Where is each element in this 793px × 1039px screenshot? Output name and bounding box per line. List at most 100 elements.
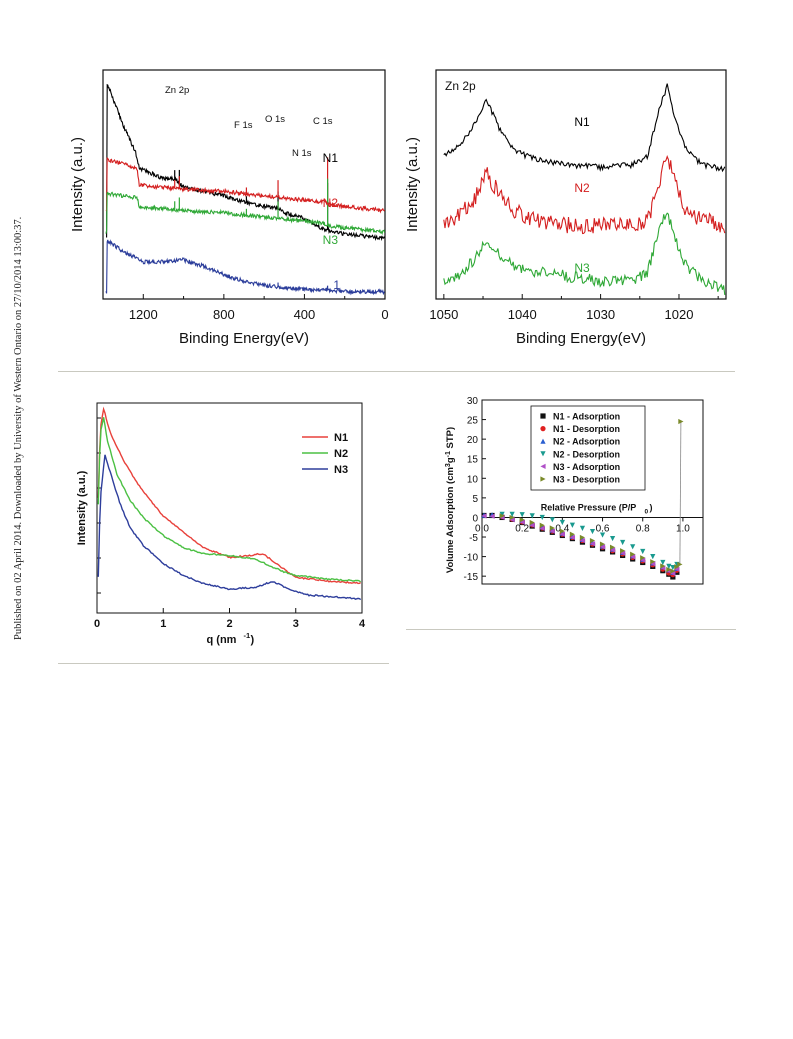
data-point (674, 566, 680, 572)
data-point (539, 525, 545, 532)
peak-annotation: O 1s (265, 114, 285, 125)
legend-label: N2 - Adsorption (553, 437, 620, 447)
data-point (519, 519, 525, 525)
data-point (540, 426, 546, 432)
y-axis-label: Intensity (a.u.) (404, 137, 421, 232)
y-tick-label: -15 (464, 572, 479, 583)
legend-label: N2 (334, 448, 348, 460)
legend-label: N1 - Desorption (553, 424, 620, 434)
data-point (630, 551, 636, 557)
data-point (579, 537, 586, 544)
legend-label: N2 - Desorption (553, 449, 620, 459)
x-tick-label: 2 (226, 618, 232, 630)
data-point (670, 570, 676, 577)
y-axis-label: Volume Adsorption (cm3g-1 STP) (445, 427, 456, 573)
zn2p-chart: 1050 1040 1030 1020 Binding Energy(eV) Intens… (404, 69, 727, 347)
data-point (539, 514, 545, 521)
y-tick-label: 30 (467, 396, 479, 407)
data-point (499, 513, 505, 519)
data-point (660, 565, 666, 571)
x-axis-label: Relative Pressure (P/P (541, 502, 637, 512)
series-line (105, 239, 386, 296)
data-point (569, 534, 576, 541)
data-point (549, 517, 555, 523)
series-line (443, 212, 726, 295)
data-point (540, 438, 546, 444)
data-point (549, 528, 555, 534)
y-axis-label: Intensity (a.u.) (69, 137, 86, 232)
publication-side-note: Published on 02 April 2014. Downloaded b… (10, 200, 24, 640)
y-tick-label: 20 (467, 435, 479, 446)
series-label: N2 (323, 196, 339, 210)
x-tick-label: 1200 (129, 307, 158, 322)
y-tick-label: 25 (467, 416, 479, 427)
data-point (539, 522, 545, 528)
data-point (650, 561, 656, 567)
peak-annotation: Zn 2p (165, 85, 189, 96)
desorption-jump (679, 421, 682, 565)
series-line (106, 83, 386, 242)
x-tick-label: 1020 (665, 307, 694, 322)
data-point (650, 559, 656, 565)
data-point (529, 522, 535, 528)
data-point (678, 418, 684, 425)
xps-survey-chart: 1200 800 400 0 Binding Energy(eV) Intensity (… (69, 69, 389, 347)
publication-side-note-text: Published on 02 April 2014. Downloaded b… (13, 216, 24, 640)
data-point (660, 563, 666, 569)
data-point (630, 553, 636, 560)
x-tick-label: 0 (94, 618, 100, 630)
legend-box (530, 405, 646, 491)
zn2p-panel: 1050 1040 1030 1020 Binding Energy(eV) Intens… (404, 62, 734, 352)
saxs-chart: 0 1 2 3 4 q (nm -1) Intensity (a.u.) N1 N2 N3 (76, 402, 366, 646)
data-point (540, 413, 546, 419)
data-point (579, 534, 586, 541)
series-label: N1 (574, 115, 590, 129)
data-point (589, 537, 596, 544)
data-point (589, 528, 596, 535)
legend-label: N3 - Adsorption (553, 462, 620, 472)
data-point (529, 513, 535, 519)
series-line (97, 454, 362, 601)
data-point (609, 535, 616, 542)
data-point (529, 519, 535, 526)
data-point (630, 544, 636, 550)
y-tick-label: 0 (472, 513, 478, 524)
data-point (660, 559, 666, 566)
y-tick-label: -5 (469, 533, 478, 544)
x-tick-label: 800 (213, 307, 235, 322)
data-point (481, 513, 487, 519)
data-point (620, 539, 626, 546)
series-label: N1 (323, 151, 339, 165)
plot-frame (481, 399, 704, 585)
x-tick-label: 0.0 (475, 523, 489, 534)
data-point (599, 544, 606, 550)
series-line (97, 406, 362, 585)
x-tick-label: 1050 (429, 307, 458, 322)
peak-annotation: N 1s (292, 148, 312, 159)
x-tick-label: 0.8 (636, 523, 650, 534)
y-axis-label-part: g (445, 457, 456, 463)
legend-label: N1 - Adsorption (553, 412, 620, 422)
data-point (569, 522, 576, 528)
y-tick-label: 10 (467, 474, 479, 485)
data-point (559, 528, 565, 534)
data-point (599, 532, 606, 538)
data-point (549, 525, 555, 531)
data-point (640, 548, 646, 555)
series-label: N3 (323, 233, 339, 247)
chart-title: Zn 2p (445, 79, 476, 93)
x-tick-label: 0.4 (555, 523, 569, 534)
data-point (640, 557, 646, 563)
data-point (519, 517, 525, 523)
x-axis-label-superscript: -1 (244, 631, 251, 640)
data-point (599, 541, 606, 547)
x-axis-label: q (nm (207, 634, 237, 646)
series-line (105, 157, 386, 214)
divider-bottom-left (58, 663, 389, 664)
x-tick-label: 4 (359, 618, 366, 630)
data-point (499, 511, 505, 517)
x-axis-label: Binding Energy(eV) (179, 330, 309, 347)
x-tick-label: 3 (293, 618, 299, 630)
legend-label: N1 (334, 432, 348, 444)
data-point (674, 564, 680, 570)
